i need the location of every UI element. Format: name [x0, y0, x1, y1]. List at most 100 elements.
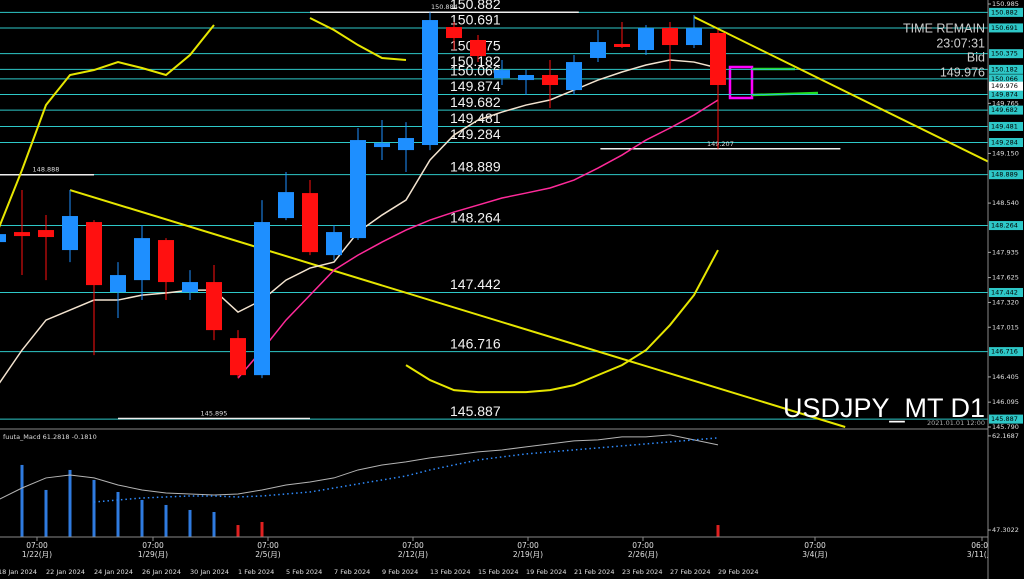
- level-box-label: 146.716: [991, 348, 1018, 356]
- candle-body: [182, 282, 198, 293]
- candle-body: [14, 232, 30, 237]
- candle-body: [686, 28, 702, 46]
- candle-body: [0, 234, 6, 243]
- level-label: 149.874: [450, 78, 501, 94]
- level-box: [989, 64, 1023, 74]
- week-date-label: 3/4(月): [802, 550, 827, 559]
- level-box-label: 148.889: [991, 171, 1018, 179]
- week-time-label: 07:00: [142, 541, 164, 550]
- date-label: 30 Jan 2024: [190, 568, 229, 576]
- y-tick-label: 149.150: [992, 149, 1019, 157]
- date-label: 15 Feb 2024: [478, 568, 518, 576]
- bid-box-label: 149.976: [991, 82, 1018, 90]
- level-box-label: 149.874: [991, 90, 1018, 98]
- trendline: [693, 16, 988, 163]
- level-box-label: 150.066: [991, 75, 1018, 83]
- histogram-bar: [716, 525, 720, 537]
- price-axis: 150.985 149.765 149.150 148.540 147.935 147.6…: [987, 0, 1024, 579]
- candle-body: [566, 62, 582, 91]
- level-label: 150.882: [450, 0, 501, 12]
- level-box: [989, 49, 1023, 59]
- date-label: 18 Jan 2024: [0, 568, 37, 576]
- histogram-bar: [140, 499, 144, 537]
- histogram-bar: [92, 479, 96, 537]
- y-tick-label: 145.790: [992, 423, 1019, 431]
- date-label: 26 Jan 2024: [142, 568, 181, 576]
- time-remain-label: TIME REMAIN: [903, 21, 985, 35]
- indicator-tick-label: 62.1687: [992, 432, 1019, 440]
- histogram-bar: [164, 504, 168, 537]
- histogram-bar: [20, 464, 24, 537]
- date-label: 29 Feb 2024: [718, 568, 758, 576]
- level-label: 148.264: [450, 209, 501, 225]
- week-time-label: 07:00: [517, 541, 539, 550]
- candle-body: [494, 70, 510, 79]
- candle-body: [86, 222, 102, 286]
- level-label: 149.682: [450, 94, 501, 110]
- candle-body: [638, 28, 654, 51]
- signal-line: [0, 434, 719, 500]
- level-label: 145.887: [450, 403, 501, 419]
- candle-body: [278, 192, 294, 219]
- indicator-tick-label: 47.3022: [992, 526, 1019, 534]
- week-date-label: 2/5(月): [255, 550, 280, 559]
- price-plot: 150.882150.691150.375150.182150.066149.8…: [0, 0, 988, 428]
- dotted-line: [93, 437, 719, 503]
- date-label: 5 Feb 2024: [286, 568, 322, 576]
- level-box: [989, 89, 1023, 99]
- week-date-label: 2/19(月): [513, 550, 543, 559]
- time-remain: 23:07:31: [936, 36, 985, 50]
- candle-body: [38, 230, 54, 238]
- candle-body: [542, 75, 558, 86]
- price-mark-label: 150.884: [431, 3, 458, 11]
- candle-body: [326, 232, 342, 256]
- level-box: [989, 121, 1023, 131]
- time-axis: 18 Jan 2024 22 Jan 2024 24 Jan 2024 26 Jan …: [0, 537, 997, 576]
- level-box: [989, 138, 1023, 148]
- histogram-bar: [116, 491, 120, 537]
- date-label: 19 Feb 2024: [526, 568, 566, 576]
- histogram-bar: [212, 511, 216, 537]
- level-label: 146.716: [450, 335, 501, 351]
- candle-body: [710, 32, 726, 86]
- candle-body: [110, 275, 126, 293]
- level-box-label: 150.882: [991, 8, 1018, 16]
- y-tick-label: 146.405: [992, 373, 1019, 381]
- date-label: 7 Feb 2024: [334, 568, 370, 576]
- bid-value: 149.976: [940, 65, 985, 79]
- date-label: 1 Feb 2024: [238, 568, 274, 576]
- overlay-line: [405, 249, 719, 394]
- week-date-label: 2/26(月): [628, 550, 658, 559]
- info-panel: TIME REMAIN 23:07:31 Bid 149.976 USDJPY_…: [783, 21, 985, 427]
- candle-body: [254, 222, 270, 376]
- week-time-label: 07:00: [632, 541, 654, 550]
- candle-body: [206, 282, 222, 331]
- level-box: [989, 74, 1023, 84]
- candle-body: [422, 20, 438, 146]
- histogram-bar: [188, 509, 192, 537]
- level-box-label: 149.682: [991, 106, 1018, 114]
- histogram-bar: [44, 489, 48, 537]
- candle-body: [134, 238, 150, 281]
- level-box-label: 150.691: [991, 24, 1018, 32]
- price-mark-label: 149.207: [707, 140, 734, 148]
- price-mark-label: 148.888: [33, 166, 60, 174]
- candle-body: [590, 42, 606, 58]
- candle-body: [470, 39, 486, 57]
- candle-body: [62, 216, 78, 251]
- week-time-label: 07:00: [257, 541, 279, 550]
- overlay-line: [0, 24, 215, 228]
- week-time-label: 06:00: [971, 541, 993, 550]
- level-box: [989, 414, 1023, 424]
- candle-body: [518, 75, 534, 81]
- histogram-bar: [68, 469, 72, 537]
- level-box-label: 150.375: [991, 50, 1018, 58]
- week-time-label: 07:00: [26, 541, 48, 550]
- y-tick-label: 149.765: [992, 99, 1019, 107]
- level-label: 148.889: [450, 158, 501, 174]
- week-date-label: 3/11(月): [967, 550, 997, 559]
- level-label: 150.182: [450, 53, 501, 69]
